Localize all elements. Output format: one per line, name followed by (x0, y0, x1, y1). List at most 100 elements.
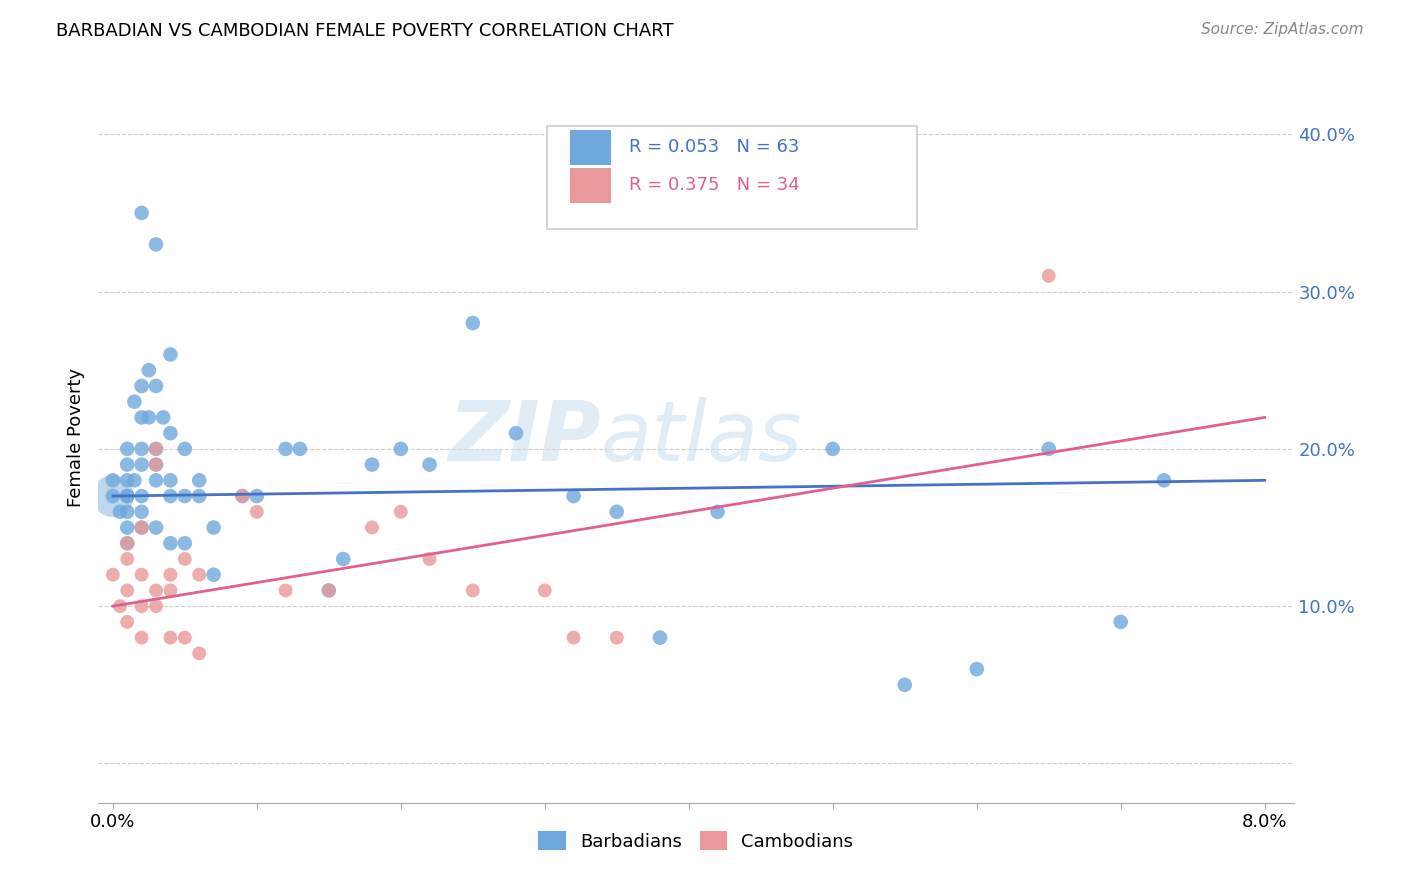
Point (115, 552, 138, 566)
Point (101, 473, 124, 487)
Point (131, 505, 153, 519)
Point (562, 631, 585, 645)
Point (966, 662, 988, 676)
Point (115, 489, 138, 503)
Point (145, 442, 167, 456)
Point (124, 473, 146, 487)
Point (115, 536, 138, 550)
Point (231, 489, 253, 503)
Point (101, 489, 124, 503)
Point (188, 489, 211, 503)
Point (1153, 473, 1175, 487)
Text: ZIP: ZIP (447, 397, 600, 477)
FancyBboxPatch shape (547, 126, 917, 228)
Point (131, 206, 153, 220)
Point (115, 536, 138, 550)
Point (138, 363, 160, 377)
Text: atlas: atlas (600, 397, 801, 477)
Point (188, 473, 211, 487)
Point (173, 631, 195, 645)
Point (108, 505, 131, 519)
Point (318, 583, 340, 598)
Point (159, 631, 181, 645)
Point (115, 615, 138, 629)
Point (131, 458, 153, 472)
Point (461, 316, 484, 330)
Point (706, 505, 728, 519)
Point (648, 631, 671, 645)
Point (173, 552, 195, 566)
Text: R = 0.053   N = 63: R = 0.053 N = 63 (628, 138, 800, 156)
Point (145, 458, 167, 472)
Point (115, 473, 138, 487)
Point (131, 520, 153, 534)
Point (1038, 442, 1060, 456)
Point (389, 505, 412, 519)
Point (115, 489, 138, 503)
Point (159, 426, 181, 441)
Point (361, 458, 384, 472)
Point (101, 567, 124, 582)
Point (159, 536, 181, 550)
Point (101, 489, 124, 503)
Point (606, 631, 628, 645)
Point (461, 583, 484, 598)
Text: R = 0.375   N = 34: R = 0.375 N = 34 (628, 177, 800, 194)
Point (1038, 268, 1060, 283)
Point (202, 520, 225, 534)
Point (419, 458, 441, 472)
Point (419, 552, 441, 566)
Legend: Barbadians, Cambodians: Barbadians, Cambodians (530, 822, 862, 860)
Point (145, 379, 167, 393)
Point (361, 520, 384, 534)
Point (202, 567, 225, 582)
FancyBboxPatch shape (571, 168, 612, 203)
Point (138, 410, 160, 425)
Point (288, 442, 311, 456)
Point (152, 410, 174, 425)
Point (389, 442, 412, 456)
Point (115, 458, 138, 472)
Point (188, 646, 211, 660)
FancyBboxPatch shape (571, 130, 612, 165)
Point (562, 489, 585, 503)
Point (115, 520, 138, 534)
Point (159, 489, 181, 503)
Point (145, 458, 167, 472)
Point (124, 394, 146, 409)
Point (173, 489, 195, 503)
Point (145, 237, 167, 252)
Y-axis label: Female Poverty: Female Poverty (66, 368, 84, 507)
Point (159, 583, 181, 598)
Point (159, 347, 181, 361)
Point (1109, 615, 1132, 629)
Point (145, 599, 167, 614)
Point (159, 567, 181, 582)
Point (145, 520, 167, 534)
Point (606, 505, 628, 519)
Point (678, 143, 700, 157)
Point (115, 505, 138, 519)
Point (115, 583, 138, 598)
Point (821, 442, 844, 456)
Point (246, 489, 269, 503)
Point (159, 473, 181, 487)
Point (131, 567, 153, 582)
Point (131, 410, 153, 425)
Point (131, 631, 153, 645)
Point (131, 442, 153, 456)
Point (173, 536, 195, 550)
Point (108, 599, 131, 614)
Point (533, 583, 555, 598)
Point (115, 442, 138, 456)
Point (893, 678, 915, 692)
Point (318, 583, 340, 598)
Point (332, 552, 354, 566)
Point (188, 567, 211, 582)
Point (173, 442, 195, 456)
Point (131, 379, 153, 393)
Point (145, 442, 167, 456)
Point (274, 583, 297, 598)
Point (246, 505, 269, 519)
Point (274, 442, 297, 456)
